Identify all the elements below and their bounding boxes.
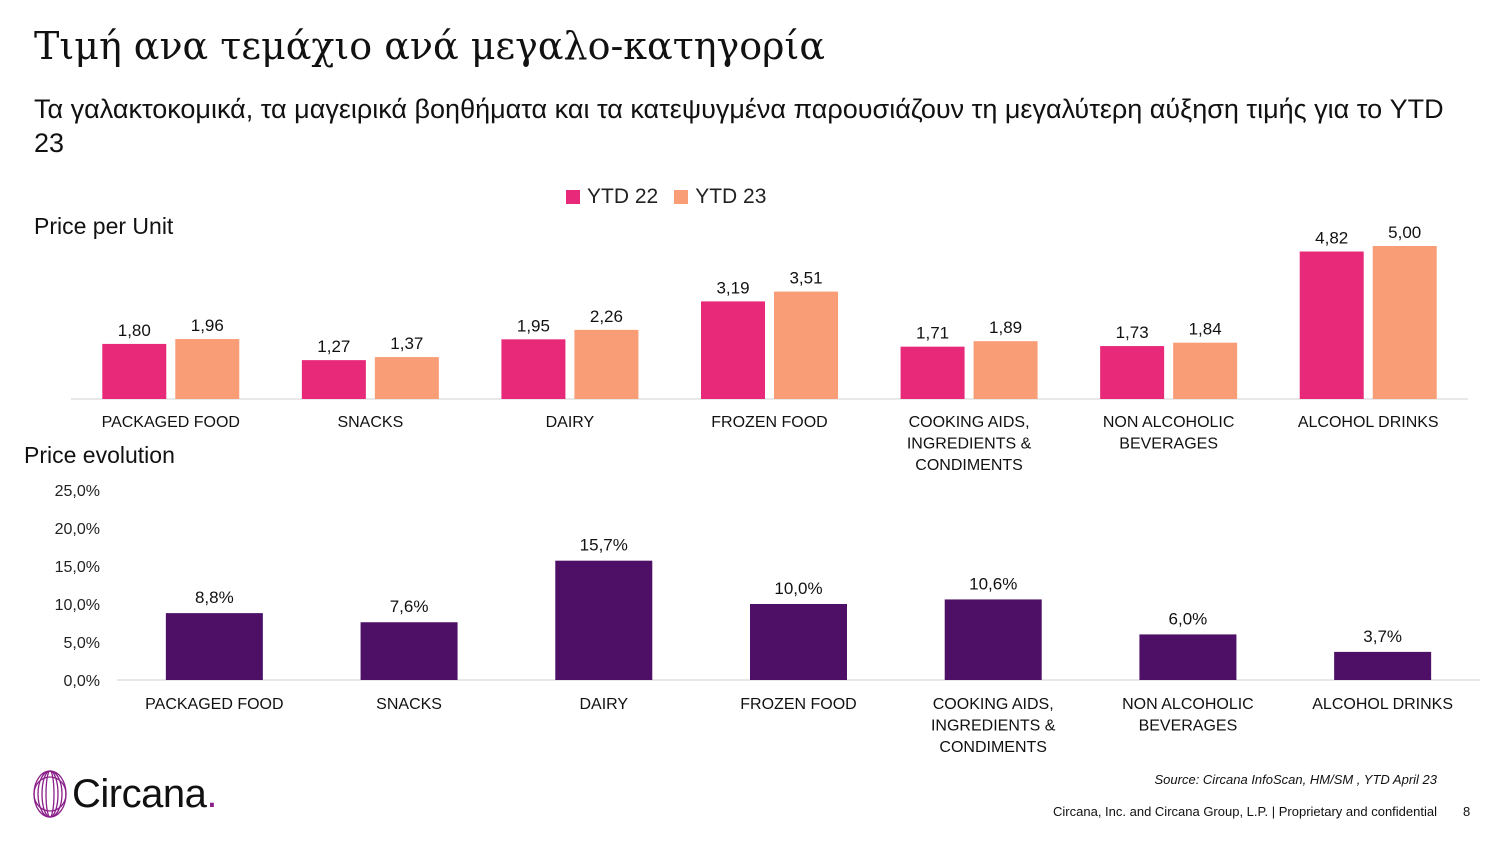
category-label-4-0: COOKING AIDS,	[909, 414, 1030, 431]
price-evolution-label: Price evolution	[24, 442, 175, 468]
bar-ytd23-1	[374, 357, 439, 399]
bar-ytd23-6	[1372, 246, 1437, 399]
evolution-category-label-0-0: PACKAGED FOOD	[145, 696, 283, 713]
data-label-ytd23-6: 5,00	[1388, 223, 1421, 242]
evolution-bar-2	[555, 560, 653, 680]
category-label-1-0: SNACKS	[337, 414, 403, 431]
data-label-ytd22-1: 1,27	[317, 337, 350, 356]
source-note: Source: Circana InfoScan, HM/SM , YTD Ap…	[1154, 772, 1438, 787]
category-label-5-1: BEVERAGES	[1119, 436, 1218, 453]
legal-footer: Circana, Inc. and Circana Group, L.P. | …	[1053, 804, 1437, 819]
bar-ytd22-2	[501, 339, 566, 399]
data-label-ytd22-0: 1,80	[118, 321, 151, 340]
data-label-ytd23-4: 1,89	[989, 318, 1022, 337]
legend-label-ytd22: YTD 22	[587, 185, 659, 208]
evolution-bar-6	[1334, 651, 1432, 680]
category-label-4-2: CONDIMENTS	[915, 457, 1023, 474]
category-label-4-1: INGREDIENTS &	[907, 436, 1032, 453]
evolution-data-label-3: 10,0%	[774, 579, 822, 598]
bar-ytd22-1	[301, 360, 366, 399]
category-label-6-0: ALCOHOL DRINKS	[1298, 414, 1439, 431]
y-tick-label-2: 10,0%	[55, 597, 100, 614]
category-label-2-0: DAIRY	[546, 414, 595, 431]
data-label-ytd23-1: 1,37	[390, 334, 423, 353]
y-tick-label-4: 20,0%	[55, 521, 100, 538]
y-tick-label-1: 5,0%	[64, 635, 100, 652]
legend-swatch-ytd23	[674, 190, 689, 204]
bar-ytd23-3	[774, 291, 838, 399]
category-label-5-0: NON ALCOHOLIC	[1103, 414, 1235, 431]
legend-swatch-ytd22	[566, 190, 580, 204]
circana-logo-icon	[33, 770, 67, 818]
data-label-ytd23-0: 1,96	[191, 316, 224, 335]
evolution-data-label-6: 3,7%	[1363, 627, 1402, 646]
evolution-category-label-3-0: FROZEN FOOD	[740, 696, 856, 713]
evolution-category-label-6-0: ALCOHOL DRINKS	[1312, 696, 1453, 713]
evolution-category-label-4-0: COOKING AIDS,	[933, 696, 1054, 713]
chart-legend: YTD 22 YTD 23	[566, 183, 766, 211]
evolution-category-label-5-0: NON ALCOHOLIC	[1122, 696, 1254, 713]
bar-ytd22-6	[1299, 251, 1364, 399]
bar-ytd23-5	[1173, 342, 1238, 399]
legend-item-ytd23: YTD 23	[674, 185, 766, 209]
bar-ytd22-3	[701, 301, 765, 399]
y-tick-label-5: 25,0%	[55, 483, 100, 500]
category-label-3-0: FROZEN FOOD	[711, 414, 827, 431]
data-label-ytd22-5: 1,73	[1116, 323, 1149, 342]
data-label-ytd23-2: 2,26	[590, 307, 623, 326]
evolution-data-label-0: 8,8%	[195, 588, 234, 607]
evolution-bar-3	[750, 604, 847, 680]
bar-ytd23-4	[973, 341, 1038, 399]
data-label-ytd22-2: 1,95	[517, 316, 550, 335]
evolution-category-label-5-1: BEVERAGES	[1139, 718, 1238, 735]
page-number: 8	[1463, 804, 1471, 819]
data-label-ytd22-3: 3,19	[716, 278, 749, 297]
evolution-category-label-4-2: CONDIMENTS	[939, 739, 1047, 756]
evolution-data-label-1: 7,6%	[390, 597, 429, 616]
page-subtitle: Τα γαλακτοκομικά, τα μαγειρικά βοηθήματα…	[34, 94, 1444, 158]
evolution-data-label-5: 6,0%	[1169, 609, 1208, 628]
price-per-unit-label: Price per Unit	[34, 213, 174, 239]
evolution-category-label-1-0: SNACKS	[376, 696, 442, 713]
evolution-bar-0	[165, 613, 263, 680]
price-evolution-chart: 0,0% 5,0% 10,0% 15,0% 20,0% 25,0% 8,8% PACKAGED…	[55, 483, 1480, 756]
evolution-bar-1	[360, 622, 458, 680]
legend-label-ytd23: YTD 23	[695, 185, 767, 208]
evolution-data-label-2: 15,7%	[580, 536, 628, 555]
evolution-bar-4	[944, 599, 1042, 680]
legend-item-ytd22: YTD 22	[566, 185, 658, 209]
bar-ytd22-0	[102, 343, 167, 399]
bar-ytd23-0	[175, 339, 240, 399]
y-tick-label-0: 0,0%	[64, 673, 100, 690]
category-label-0-0: PACKAGED FOOD	[102, 414, 240, 431]
circana-logo-text: Circana.	[72, 771, 217, 816]
bar-ytd22-5	[1100, 346, 1165, 399]
page-title: Τιμή ανα τεμάχιο ανά μεγαλο-κατηγορία	[34, 24, 825, 68]
bar-ytd23-2	[574, 329, 639, 399]
data-label-ytd23-3: 3,51	[789, 269, 822, 288]
data-label-ytd22-6: 4,82	[1315, 229, 1348, 248]
bar-ytd22-4	[900, 346, 965, 399]
evolution-category-label-2-0: DAIRY	[579, 696, 628, 713]
evolution-data-label-4: 10,6%	[969, 574, 1017, 593]
price-per-unit-chart: 1,80 1,96 PACKAGED FOOD 1,27 1,37 SNACKS 1,95 2…	[71, 223, 1468, 474]
data-label-ytd22-4: 1,71	[916, 324, 949, 343]
evolution-bar-5	[1139, 634, 1237, 680]
y-tick-label-3: 15,0%	[55, 559, 100, 576]
evolution-category-label-4-1: INGREDIENTS &	[931, 718, 1056, 735]
circana-logo: Circana.	[32, 768, 217, 820]
data-label-ytd23-5: 1,84	[1189, 320, 1222, 339]
